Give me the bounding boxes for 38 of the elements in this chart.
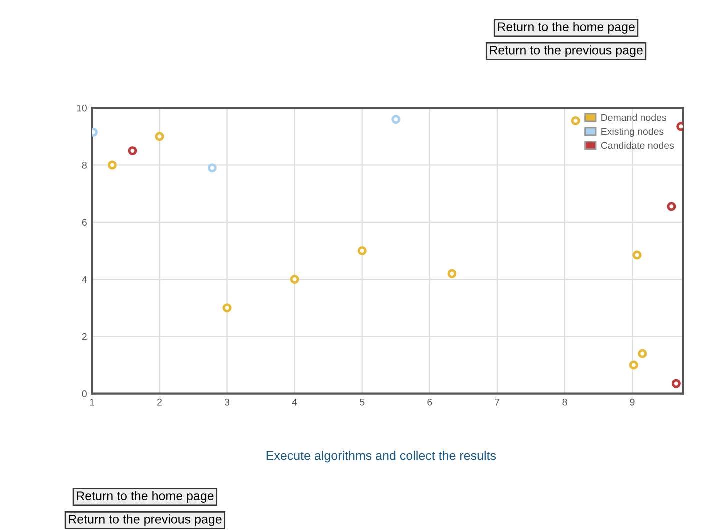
point	[155, 132, 164, 142]
x-tick-label: 7	[495, 399, 500, 406]
text: Return to the previous page	[490, 46, 643, 58]
y-tick-label: 10	[77, 104, 87, 112]
point	[208, 164, 217, 173]
point	[448, 269, 457, 278]
point	[638, 349, 648, 358]
legend-label: Demand nodes	[602, 114, 666, 122]
point	[629, 360, 638, 370]
y-tick-label: 6	[82, 219, 87, 226]
point	[290, 275, 300, 284]
legend-label: Existing nodes	[602, 128, 664, 138]
point	[672, 379, 681, 388]
point	[128, 146, 138, 156]
text: Execute algorithms and collect the results	[266, 451, 496, 463]
y-tick-label: 0	[82, 390, 87, 398]
x-tick-label: 5	[360, 399, 365, 406]
point	[392, 115, 401, 124]
point	[632, 250, 642, 260]
text: Return to the home page	[498, 22, 635, 34]
x-tick-label: 9	[630, 398, 635, 406]
y-tick-label: 8	[82, 162, 87, 169]
point	[108, 160, 117, 170]
x-tick-label: 1	[90, 399, 94, 406]
point	[222, 304, 232, 313]
x-tick-label: 4	[292, 399, 298, 406]
x-tick-label: 6	[428, 398, 432, 406]
y-tick-label: 2	[82, 333, 87, 340]
x-tick-label: 8	[562, 398, 568, 406]
point	[571, 116, 580, 126]
x-tick-label: 3	[224, 398, 230, 406]
x-tick-label: 2	[158, 398, 162, 406]
point	[667, 202, 676, 212]
point	[358, 246, 367, 256]
y-tick-label: 4	[82, 276, 88, 284]
text: Return to the home page	[77, 491, 214, 503]
legend-label: Candidate nodes	[601, 142, 674, 150]
text: Return to the previous page	[69, 514, 222, 526]
